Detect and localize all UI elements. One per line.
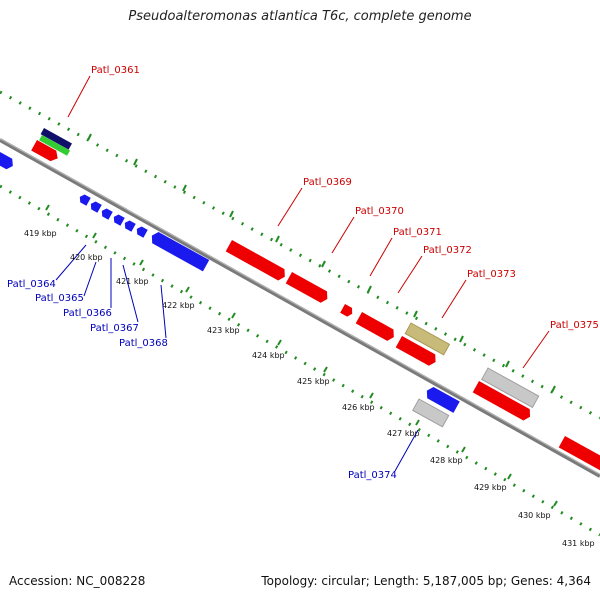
gene-shape-forward <box>472 381 531 421</box>
gene-label-patl-0368[interactable]: Patl_0368 <box>119 338 168 349</box>
lower-major-ticks <box>45 204 558 507</box>
gene-shape-forward <box>558 436 600 477</box>
gene-labels-forward: Patl_0361 Patl_0369 Patl_0370 Patl_0371 … <box>91 65 599 331</box>
kbp-label: 419 kbp <box>24 229 57 238</box>
gene-shape-green <box>39 135 70 156</box>
gene-label-patl-0375[interactable]: Patl_0375 <box>550 320 599 331</box>
gene-label-patl-0366[interactable]: Patl_0366 <box>63 308 112 319</box>
kbp-label: 424 kbp <box>252 351 285 360</box>
gene-label-patl-0373[interactable]: Patl_0373 <box>467 269 516 280</box>
kbp-label: 420 kbp <box>70 253 103 262</box>
gene-shape-reverse <box>90 201 102 213</box>
genome-backbone <box>0 138 600 478</box>
gene-shape-reverse <box>0 149 13 170</box>
gene-shape-reverse <box>113 214 125 226</box>
gene-label-patl-0374[interactable]: Patl_0374 <box>348 470 397 481</box>
gene-shape-reverse <box>151 231 210 272</box>
gene-shape-forward <box>340 304 353 317</box>
label-callouts <box>55 75 550 472</box>
gene-shape-forward <box>285 272 328 303</box>
gene-shape-forward <box>225 240 285 281</box>
kbp-label: 430 kbp <box>518 511 551 520</box>
kbp-labels: 419 kbp 420 kbp 421 kbp 422 kbp 423 kbp … <box>24 229 595 548</box>
gene-shape-navy <box>40 128 72 150</box>
genes <box>0 128 600 477</box>
gene-shape-forward <box>31 140 58 162</box>
accession-text: Accession: NC_008228 <box>9 574 146 588</box>
lower-tick-line <box>0 184 600 537</box>
kbp-label: 421 kbp <box>116 277 149 286</box>
upper-tick-line <box>0 90 600 420</box>
gene-label-patl-0361[interactable]: Patl_0361 <box>91 65 140 76</box>
genome-stats-text: Topology: circular; Length: 5,187,005 bp… <box>261 574 591 588</box>
kbp-label: 427 kbp <box>387 429 420 438</box>
gene-label-patl-0369[interactable]: Patl_0369 <box>303 177 352 188</box>
gene-shape-reverse <box>426 386 460 413</box>
gene-shape-reverse <box>136 226 148 238</box>
gene-shape-forward <box>395 336 436 366</box>
gene-shape-grey <box>412 398 450 428</box>
kbp-label: 431 kbp <box>562 539 595 548</box>
gene-label-patl-0367[interactable]: Patl_0367 <box>90 323 139 334</box>
kbp-label: 429 kbp <box>474 483 507 492</box>
kbp-label: 428 kbp <box>430 456 463 465</box>
gene-shape-forward <box>355 312 394 341</box>
kbp-label: 423 kbp <box>207 326 240 335</box>
gene-labels-reverse: Patl_0364 Patl_0365 Patl_0366 Patl_0367 … <box>7 279 397 481</box>
map-title: Pseudoalteromonas atlantica T6c, complet… <box>128 9 472 24</box>
gene-shape-reverse <box>79 194 91 206</box>
gene-label-patl-0364[interactable]: Patl_0364 <box>7 279 56 290</box>
gene-shape-reverse <box>101 208 113 220</box>
gene-label-patl-0370[interactable]: Patl_0370 <box>355 206 404 217</box>
gene-shape-olive <box>404 322 451 356</box>
upper-major-ticks <box>87 133 556 393</box>
kbp-label: 426 kbp <box>342 403 375 412</box>
gene-label-patl-0372[interactable]: Patl_0372 <box>423 245 472 256</box>
kbp-label: 425 kbp <box>297 377 330 386</box>
gene-label-patl-0371[interactable]: Patl_0371 <box>393 227 442 238</box>
gene-shape-reverse <box>124 220 136 232</box>
kbp-label: 422 kbp <box>162 301 195 310</box>
gene-shape-grey <box>481 367 540 409</box>
gene-label-patl-0365[interactable]: Patl_0365 <box>35 293 84 304</box>
